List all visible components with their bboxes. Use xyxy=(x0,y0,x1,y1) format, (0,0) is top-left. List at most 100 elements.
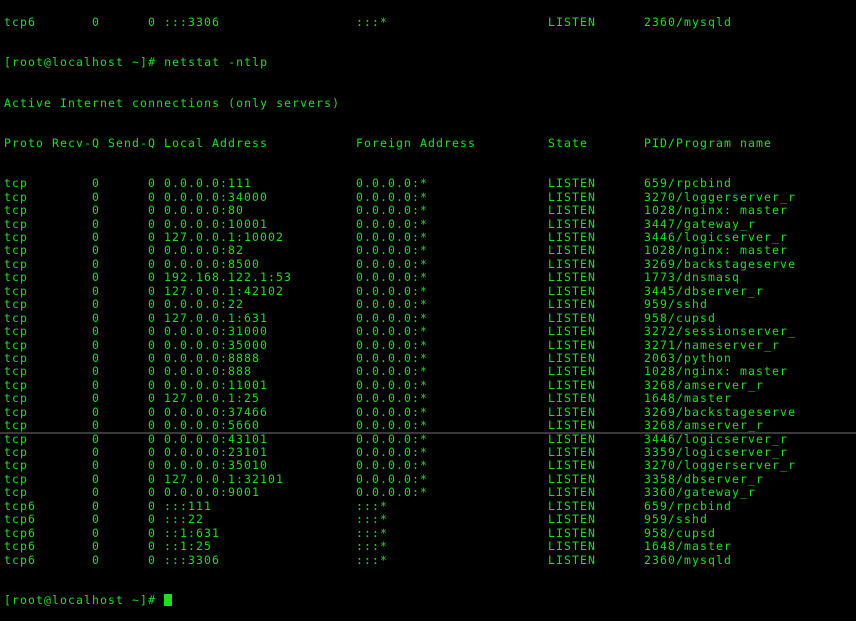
table-row: tcp 0 0 127.0.0.1:32101 0.0.0.0:* LISTEN 3358/… xyxy=(4,473,856,486)
cell-proto: tcp xyxy=(4,405,29,419)
cell-proto: tcp xyxy=(4,338,29,352)
cell-recv-q: 0 xyxy=(91,553,100,567)
cell-proto: tcp6 xyxy=(4,540,37,554)
cell-recv-q: 0 xyxy=(91,432,100,446)
shell-prompt: [root@localhost ~]# xyxy=(4,593,157,607)
cell-recv-q: 0 xyxy=(91,284,100,298)
cell-pid-program: 3270/loggerserver_r xyxy=(644,190,797,204)
cell-local-address: 0.0.0.0:8500 xyxy=(164,257,261,271)
cell-pid-program: 958/cupsd xyxy=(644,311,717,325)
cell-pid-program: 1773/dnsmasq xyxy=(644,271,741,285)
cell-recv-q: 0 xyxy=(91,257,100,271)
terminal-output[interactable]: tcp6 0 0:::3306:::* LISTEN 2360/mysqld [root… xyxy=(4,0,856,621)
cell-send-q: 0 xyxy=(147,298,156,312)
command-line: [root@localhost ~]# netstat -ntlp xyxy=(4,56,856,69)
cell-send-q: 0 xyxy=(147,311,156,325)
cell-foreign-address: 0.0.0.0:* xyxy=(356,419,429,433)
cell-proto: tcp6 xyxy=(4,15,37,29)
cell-send-q: 0 xyxy=(147,338,156,352)
cell-state: LISTEN xyxy=(548,486,597,500)
cell-recv-q: 0 xyxy=(91,459,100,473)
cell-local-address: 0.0.0.0:82 xyxy=(164,244,245,258)
cell-proto: tcp6 xyxy=(4,513,37,527)
cell-foreign-address: :::* xyxy=(356,540,389,554)
cell-state: LISTEN xyxy=(548,365,597,379)
cell-send-q: 0 xyxy=(147,526,156,540)
cell-local-address: 0.0.0.0:35010 xyxy=(164,459,269,473)
cell-proto: tcp xyxy=(4,486,29,500)
cell-pid-program: 958/cupsd xyxy=(644,526,717,540)
cell-pid-program: 1028/nginx: master xyxy=(644,244,789,258)
table-row: tcp6 0 0:::22:::* LISTEN 959/sshd xyxy=(4,513,856,526)
table-row: tcp 0 0 0.0.0.0:82 0.0.0.0:* LISTEN 1028/nginx… xyxy=(4,244,856,257)
prompt-line[interactable]: [root@localhost ~]# xyxy=(4,593,856,607)
cell-local-address: 127.0.0.1:631 xyxy=(164,311,269,325)
table-row: tcp 0 0 0.0.0.0:35000 0.0.0.0:* LISTEN 3271/na… xyxy=(4,339,856,352)
cell-send-q: 0 xyxy=(147,432,156,446)
cell-send-q: 0 xyxy=(147,392,156,406)
cell-state: LISTEN xyxy=(548,432,597,446)
table-row: tcp 0 0 0.0.0.0:8500 0.0.0.0:* LISTEN 3269/bac… xyxy=(4,258,856,271)
cell-state: LISTEN xyxy=(548,204,597,218)
cell-foreign-address: 0.0.0.0:* xyxy=(356,459,429,473)
cell-foreign-address: 0.0.0.0:* xyxy=(356,486,429,500)
cell-proto: tcp6 xyxy=(4,499,37,513)
cell-send-q: 0 xyxy=(147,472,156,486)
cell-send-q: 0 xyxy=(147,204,156,218)
cell-pid-program: 1028/nginx: master xyxy=(644,204,789,218)
cell-proto: tcp xyxy=(4,325,29,339)
cell-pid-program: 959/sshd xyxy=(644,513,709,527)
cell-send-q: 0 xyxy=(147,217,156,231)
cell-foreign-address: 0.0.0.0:* xyxy=(356,298,429,312)
cell-send-q: 0 xyxy=(147,244,156,258)
table-row: tcp 0 0 0.0.0.0:5660 0.0.0.0:* LISTEN 3268/ams… xyxy=(4,419,856,432)
table-row: tcp6 0 0::1:631:::* LISTEN 958/cupsd xyxy=(4,527,856,540)
cell-state: LISTEN xyxy=(548,378,597,392)
cell-pid-program: 3446/logicserver_r xyxy=(644,231,789,245)
cell-proto: tcp xyxy=(4,472,29,486)
cell-proto: tcp xyxy=(4,257,29,271)
table-row: tcp 0 0 127.0.0.1:25 0.0.0.0:* LISTEN 1648/mas… xyxy=(4,392,856,405)
cell-recv-q: 0 xyxy=(91,472,100,486)
cell-state: LISTEN xyxy=(548,190,597,204)
cell-foreign-address: 0.0.0.0:* xyxy=(356,271,429,285)
cell-foreign-address: 0.0.0.0:* xyxy=(356,204,429,218)
cell-foreign-address: 0.0.0.0:* xyxy=(356,325,429,339)
cell-proto: tcp xyxy=(4,271,29,285)
cell-proto: tcp xyxy=(4,351,29,365)
cell-send-q: 0 xyxy=(147,499,156,513)
cell-foreign-address: :::* xyxy=(356,15,389,29)
cell-foreign-address: 0.0.0.0:* xyxy=(356,446,429,460)
table-row: tcp 0 0 0.0.0.0:9001 0.0.0.0:* LISTEN 3360/gat… xyxy=(4,486,856,499)
cell-recv-q: 0 xyxy=(91,190,100,204)
cell-state: LISTEN xyxy=(548,540,597,554)
cell-state: LISTEN xyxy=(548,392,597,406)
cell-proto: tcp xyxy=(4,244,29,258)
connection-table: tcp 0 0 0.0.0.0:111 0.0.0.0:* LISTEN 659/rpcbi… xyxy=(4,177,856,567)
cell-pid-program: 3271/nameserver_r xyxy=(644,338,781,352)
cell-foreign-address: 0.0.0.0:* xyxy=(356,190,429,204)
cell-send-q: 0 xyxy=(147,284,156,298)
shell-prompt: [root@localhost ~]# xyxy=(4,56,157,70)
cell-state: LISTEN xyxy=(548,446,597,460)
cell-foreign-address: 0.0.0.0:* xyxy=(356,217,429,231)
table-row: tcp 0 0 127.0.0.1:42102 0.0.0.0:* LISTEN 3445/… xyxy=(4,285,856,298)
cell-local-address: 0.0.0.0:35000 xyxy=(164,338,269,352)
cell-foreign-address: 0.0.0.0:* xyxy=(356,378,429,392)
cell-local-address: 0.0.0.0:37466 xyxy=(164,405,269,419)
cell-pid-program: 1648/master xyxy=(644,392,733,406)
cell-send-q: 0 xyxy=(147,231,156,245)
cell-pid-program: 1028/nginx: master xyxy=(644,365,789,379)
cell-proto: tcp xyxy=(4,419,29,433)
cell-send-q: 0 xyxy=(147,271,156,285)
cell-recv-q: 0 xyxy=(91,177,100,191)
cell-send-q: 0 xyxy=(147,486,156,500)
cell-proto: tcp xyxy=(4,284,29,298)
cell-proto: tcp6 xyxy=(4,553,37,567)
cell-foreign-address: :::* xyxy=(356,553,389,567)
cell-recv-q: 0 xyxy=(91,311,100,325)
cell-pid-program: 3447/gateway_r xyxy=(644,217,757,231)
cell-foreign-address: 0.0.0.0:* xyxy=(356,365,429,379)
cell-state: LISTEN xyxy=(548,231,597,245)
cell-foreign-address: 0.0.0.0:* xyxy=(356,392,429,406)
